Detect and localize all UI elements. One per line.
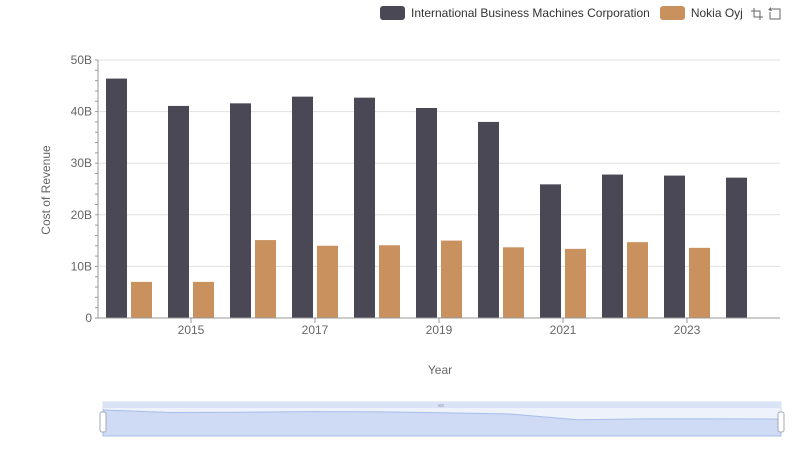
bar-ibm[interactable]: [664, 175, 685, 318]
bar-ibm[interactable]: [540, 184, 561, 318]
bar-ibm[interactable]: [292, 96, 313, 318]
y-tick-label: 30B: [71, 156, 92, 170]
x-tick-label: 2023: [674, 323, 701, 337]
legend-swatch-ibm: [380, 6, 405, 20]
zoom-handle-left[interactable]: [99, 411, 107, 433]
x-tick-label: 2019: [426, 323, 453, 337]
x-tick-label: 2021: [550, 323, 577, 337]
x-tick-label: 2017: [302, 323, 329, 337]
y-tick-label: 10B: [71, 259, 92, 273]
y-tick-label: 40B: [71, 105, 92, 119]
bar-nokia[interactable]: [379, 245, 400, 318]
legend-item-nokia[interactable]: Nokia Oyj: [659, 6, 743, 20]
bar-ibm[interactable]: [230, 103, 251, 319]
bar-ibm[interactable]: [168, 105, 189, 318]
y-axis-label: Cost of Revenue: [39, 145, 53, 235]
bar-ibm[interactable]: [354, 97, 375, 318]
zoom-handle-right[interactable]: [777, 411, 785, 433]
restore-icon[interactable]: [767, 6, 783, 22]
y-tick-label: 20B: [71, 208, 92, 222]
legend: International Business Machines Corporat…: [380, 4, 753, 22]
zoom-top-band: [103, 402, 781, 408]
bar-nokia[interactable]: [131, 281, 152, 318]
bar-ibm[interactable]: [602, 174, 623, 318]
bar-nokia[interactable]: [503, 247, 524, 318]
bar-ibm[interactable]: [478, 121, 499, 318]
zoom-preview-area: [102, 409, 782, 437]
chart-toolbar: [747, 6, 783, 22]
x-tick-label: 2015: [178, 323, 205, 337]
axes: 0 10B 20B 30B 40B 50B 2015 2017 2019 2021 2023: [71, 53, 780, 337]
legend-swatch-nokia: [659, 6, 685, 20]
bar-nokia[interactable]: [565, 248, 586, 318]
bar-nokia[interactable]: [317, 245, 338, 318]
bar-nokia[interactable]: [441, 240, 462, 318]
bars[interactable]: [106, 78, 747, 319]
x-axis-label: Year: [427, 363, 453, 377]
bar-nokia[interactable]: [627, 242, 648, 318]
bar-ibm[interactable]: [106, 78, 127, 319]
legend-item-ibm[interactable]: International Business Machines Corporat…: [380, 6, 650, 20]
y-tick-label: 0: [85, 311, 92, 325]
bar-ibm[interactable]: [726, 177, 747, 318]
legend-label-ibm: International Business Machines Corporat…: [411, 6, 650, 20]
data-zoom-slider[interactable]: [99, 401, 785, 437]
bar-nokia[interactable]: [193, 281, 214, 318]
zoom-grip-icon[interactable]: [438, 404, 444, 407]
legend-label-nokia: Nokia Oyj: [690, 6, 743, 20]
bar-nokia[interactable]: [255, 240, 276, 318]
zoom-icon[interactable]: [749, 6, 765, 22]
y-tick-label: 50B: [71, 53, 92, 67]
bar-ibm[interactable]: [416, 107, 437, 318]
bar-nokia[interactable]: [689, 247, 710, 318]
